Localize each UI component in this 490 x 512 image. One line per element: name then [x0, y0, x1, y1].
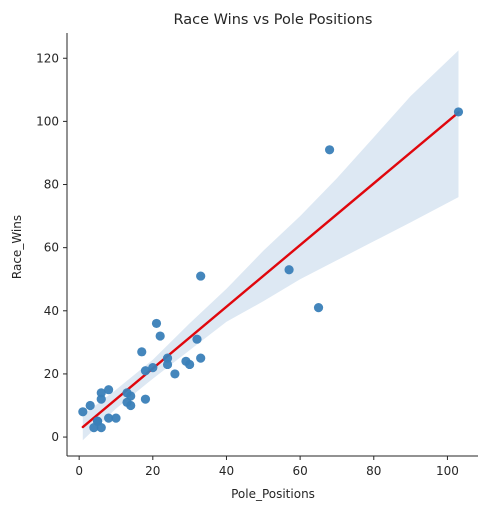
- y-tick-label: 20: [44, 367, 59, 381]
- data-point: [104, 385, 114, 395]
- data-point: [85, 400, 95, 411]
- data-point: [104, 413, 114, 423]
- data-point: [151, 318, 162, 329]
- data-point: [196, 353, 206, 363]
- data-point: [140, 366, 151, 376]
- data-point: [185, 359, 195, 370]
- y-tick-label: 60: [44, 241, 59, 255]
- y-tick-label: 120: [36, 51, 59, 65]
- confidence-band: [82, 50, 459, 441]
- x-tick-label: 0: [75, 464, 83, 478]
- data-point: [170, 369, 180, 379]
- data-point: [126, 400, 136, 411]
- data-point: [324, 145, 335, 155]
- data-point: [137, 347, 147, 357]
- data-point: [453, 107, 464, 117]
- x-axis-label: Pole_Positions: [231, 487, 315, 501]
- data-point: [284, 265, 294, 275]
- data-point: [96, 388, 106, 398]
- x-tick-label: 40: [219, 464, 234, 478]
- y-tick-label: 80: [44, 178, 59, 192]
- x-tick-label: 100: [436, 464, 459, 478]
- data-point: [155, 331, 165, 341]
- data-point: [78, 407, 88, 417]
- axes: 0 20 40 60 80 100 0 20 40 60 80 100 120: [36, 33, 478, 478]
- y-tick-label: 100: [36, 114, 59, 128]
- x-tick-label: 60: [292, 464, 307, 478]
- data-point: [96, 394, 106, 404]
- data-point: [162, 359, 173, 370]
- chart-title: Race Wins vs Pole Positions: [174, 12, 373, 28]
- data-point: [313, 303, 324, 313]
- data-point: [148, 363, 158, 373]
- x-tick-label: 20: [145, 464, 160, 478]
- data-point: [92, 416, 103, 426]
- data-points: [78, 107, 464, 433]
- data-point: [111, 413, 121, 423]
- confidence-band-area: [82, 50, 459, 441]
- regression-line: [81, 111, 460, 429]
- regression-line-path: [81, 111, 460, 429]
- data-point: [192, 334, 202, 344]
- y-tick-label: 40: [44, 304, 59, 318]
- y-tick-label: 0: [51, 430, 59, 444]
- x-tick-label: 80: [366, 464, 381, 478]
- data-point: [196, 271, 206, 281]
- y-axis-label: Race_Wins: [10, 215, 24, 279]
- data-point: [140, 394, 151, 404]
- data-point: [162, 353, 173, 363]
